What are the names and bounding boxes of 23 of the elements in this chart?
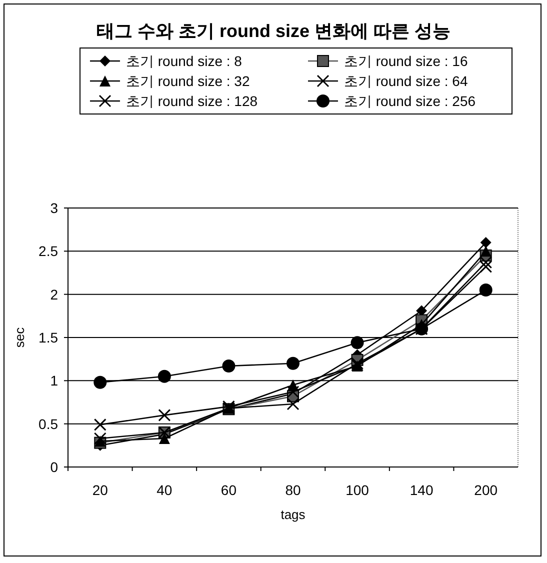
legend-label: 초기 round size : 256: [344, 93, 476, 109]
legend-label: 초기 round size : 16: [344, 53, 468, 69]
x-tick-label: 200: [474, 482, 498, 498]
y-tick-label: 2: [50, 286, 58, 302]
x-axis-title: tags: [280, 507, 306, 522]
x-tick-label: 40: [156, 482, 172, 498]
legend-label: 초기 round size : 64: [344, 73, 468, 89]
y-tick-label: 0.5: [38, 416, 58, 432]
title: 태그 수와 초기 round size 변화에 따른 성능: [96, 21, 450, 41]
y-tick-label: 2.5: [38, 243, 58, 260]
legend-label: 초기 round size : 32: [126, 73, 250, 89]
y-tick-label: 1.5: [38, 330, 58, 346]
y-tick-label: 1: [50, 372, 58, 389]
legend-label: 초기 round size : 8: [126, 53, 242, 69]
x-tick-label: 80: [285, 482, 301, 498]
y-axis-title: sec: [12, 326, 27, 348]
x-tick-label: 20: [92, 482, 108, 498]
y-tick-label: 3: [50, 200, 58, 216]
x-tick-label: 140: [410, 482, 434, 498]
legend-label: 초기 round size : 128: [126, 93, 258, 109]
y-tick-label: 0: [50, 459, 58, 475]
x-tick-label: 100: [346, 482, 370, 498]
x-tick-label: 60: [220, 482, 237, 498]
